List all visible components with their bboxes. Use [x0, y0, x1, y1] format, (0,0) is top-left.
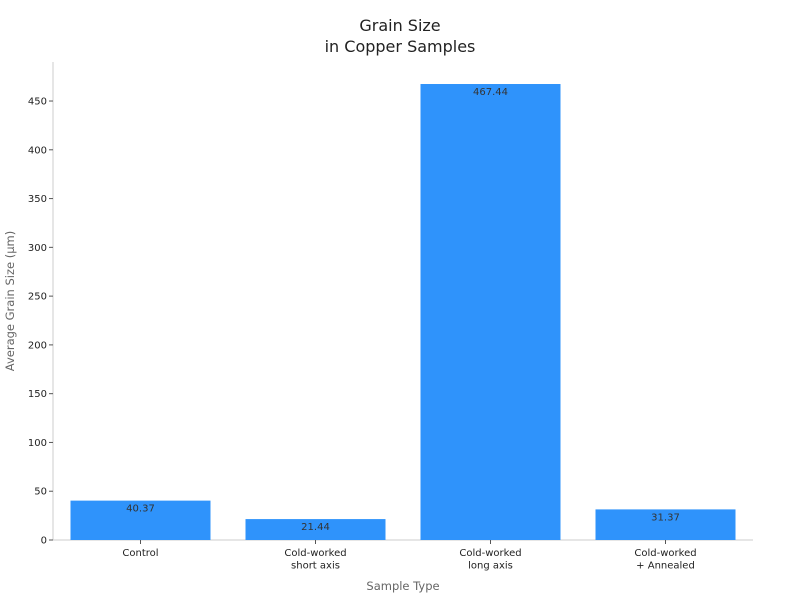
- x-tick-label-2-line-2: short axis: [291, 561, 340, 572]
- bar-labels: 40.37 21.44 467.44 31.37: [126, 87, 680, 533]
- y-tick-label-100: 100: [28, 438, 47, 449]
- bar-3: [420, 84, 561, 540]
- x-tick-label-1-line-1: Control: [122, 548, 158, 559]
- x-axis-title: Sample Type: [366, 579, 439, 593]
- x-tick-label-2-line-1: Cold-worked: [284, 548, 346, 559]
- chart-title: Grain Size: [359, 16, 440, 35]
- y-ticks: 0 50 100 150 200 250 300 350 400 450: [28, 97, 53, 547]
- x-ticks: Control Cold-worked short axis Cold-worked l…: [122, 540, 697, 572]
- y-tick-label-400: 400: [28, 145, 47, 156]
- y-tick-label-300: 300: [28, 243, 47, 254]
- y-tick-label-450: 450: [28, 97, 47, 108]
- bar-value-label-2: 21.44: [301, 522, 330, 533]
- x-tick-label-4-line-1: Cold-worked: [634, 548, 696, 559]
- bars: [70, 84, 736, 540]
- y-tick-label-350: 350: [28, 194, 47, 205]
- y-tick-label-250: 250: [28, 292, 47, 303]
- y-axis-title: Average Grain Size (μm): [3, 231, 17, 371]
- bar-value-label-3: 467.44: [473, 87, 508, 98]
- y-tick-label-50: 50: [34, 487, 47, 498]
- y-tick-label-150: 150: [28, 389, 47, 400]
- bar-1: [70, 500, 211, 540]
- bar-value-label-1: 40.37: [126, 504, 155, 515]
- x-tick-label-4-line-2: + Annealed: [636, 561, 695, 572]
- y-tick-label-0: 0: [41, 536, 47, 547]
- y-tick-label-200: 200: [28, 340, 47, 351]
- x-tick-label-3-line-1: Cold-worked: [459, 548, 521, 559]
- bar-2: [245, 519, 386, 540]
- bar-value-label-4: 31.37: [651, 512, 680, 523]
- chart-subtitle: in Copper Samples: [325, 37, 476, 56]
- x-tick-label-3-line-2: long axis: [468, 561, 513, 572]
- bar-4: [595, 509, 736, 540]
